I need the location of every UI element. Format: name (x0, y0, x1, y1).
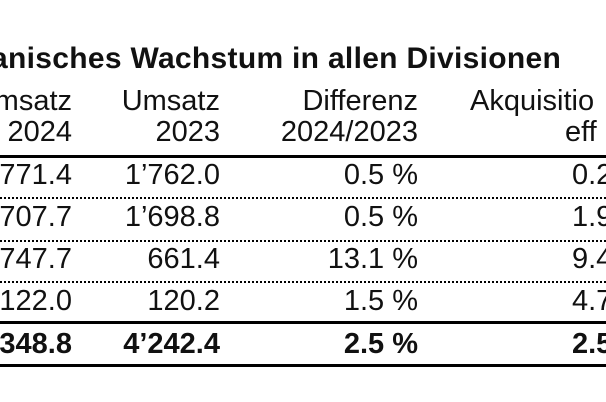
total-differenz: 2.5 % (343, 328, 418, 360)
col-header-umsatz-2024-year: 2024 (7, 116, 72, 148)
total-umsatz-2024: 348.8 (0, 328, 72, 360)
table-row: 771.4 1’762.0 0.5 % 0.2 (0, 160, 606, 190)
cell-umsatz-2024: 707.7 (0, 201, 72, 233)
cell-akquisitionseffekt: 1.9 (572, 201, 606, 233)
cell-differenz: 0.5 % (343, 201, 418, 233)
total-akquisitionseffekt: 2.5 (572, 328, 606, 360)
cell-umsatz-2023: 1’698.8 (124, 201, 220, 233)
col-header-differenz-years: 2024/2023 (280, 116, 418, 148)
total-umsatz-2023: 4’242.4 (123, 328, 220, 360)
cell-differenz: 13.1 % (327, 243, 418, 275)
col-header-differenz: Differenz (302, 85, 418, 117)
total-row-bottom-line (0, 364, 606, 367)
cell-umsatz-2024: 747.7 (0, 243, 72, 275)
col-header-umsatz-2023-year: 2023 (155, 116, 220, 148)
cell-akquisitionseffekt: 0.2 (572, 159, 606, 191)
cell-umsatz-2023: 120.2 (147, 285, 220, 317)
header-divider-line (0, 155, 606, 158)
table-total-row: 348.8 4’242.4 2.5 % 2.5 (0, 329, 606, 359)
cell-umsatz-2024: 122.0 (0, 285, 72, 317)
row-divider-dotted (0, 197, 606, 199)
cell-umsatz-2023: 1’762.0 (124, 159, 220, 191)
col-header-akquisitionseffekt-line2: eff (565, 116, 597, 148)
row-divider-dotted (0, 281, 606, 283)
cell-akquisitionseffekt: 4.7 (572, 285, 606, 317)
header-row-line2: 2024 2023 2024/2023 eff (0, 117, 606, 147)
header-row-line1: msatz Umsatz Differenz Akquisitio (0, 86, 606, 116)
col-header-umsatz-2023: Umsatz (121, 85, 220, 117)
row-divider-dotted (0, 240, 606, 242)
table-row: 747.7 661.4 13.1 % 9.4 (0, 244, 606, 274)
table-row: 707.7 1’698.8 0.5 % 1.9 (0, 202, 606, 232)
table-row: 122.0 120.2 1.5 % 4.7 (0, 286, 606, 316)
cell-differenz: 0.5 % (343, 159, 418, 191)
cell-umsatz-2024: 771.4 (0, 159, 72, 191)
cell-umsatz-2023: 661.4 (147, 243, 220, 275)
col-header-umsatz-2024: msatz (0, 85, 72, 117)
cell-akquisitionseffekt: 9.4 (572, 243, 606, 275)
total-row-top-line (0, 321, 606, 324)
col-header-akquisitionseffekt: Akquisitio (470, 85, 595, 117)
table-title: anisches Wachstum in allen Divisionen (0, 42, 562, 75)
cell-differenz: 1.5 % (343, 285, 418, 317)
